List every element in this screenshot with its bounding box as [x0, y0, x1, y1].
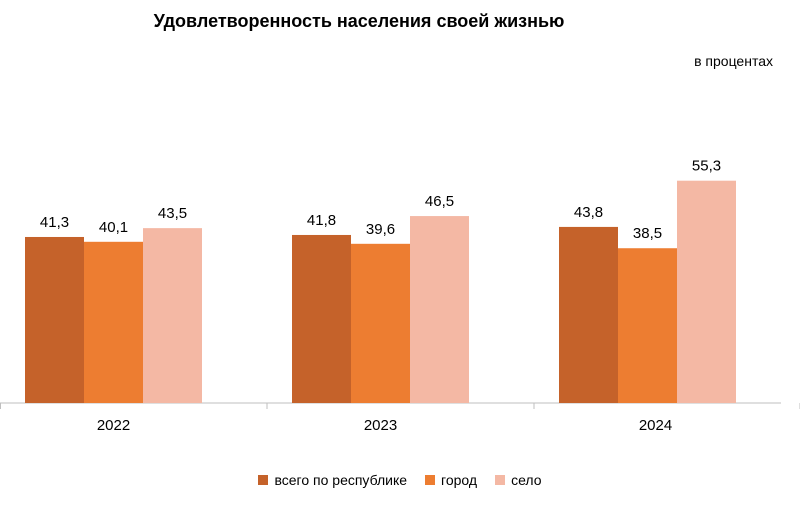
unit-label: в процентах	[694, 53, 773, 69]
x-tick-label: 2023	[364, 417, 397, 434]
bar-total-2022	[25, 236, 84, 403]
bar-city-2023	[351, 243, 410, 403]
legend-item-city: город	[425, 472, 477, 488]
data-label: 46,5	[425, 193, 454, 210]
legend-label-total: всего по республике	[274, 472, 408, 488]
bar-city-2022	[84, 241, 143, 403]
bar-village-2024	[677, 180, 736, 403]
bar-total-2024	[559, 226, 618, 403]
legend-label-city: город	[441, 472, 478, 488]
data-label: 40,1	[99, 219, 128, 236]
data-label: 41,3	[40, 214, 69, 231]
x-tick-label: 2024	[639, 417, 672, 434]
data-label: 41,8	[307, 212, 336, 229]
x-tick-label: 2022	[97, 417, 130, 434]
data-label: 43,5	[158, 205, 187, 222]
legend: всего по республике город село	[0, 472, 800, 488]
bar-village-2023	[410, 216, 469, 403]
data-label: 43,8	[574, 204, 603, 221]
data-label: 39,6	[366, 221, 395, 238]
bar-city-2024	[618, 248, 677, 403]
bar-village-2022	[143, 228, 202, 403]
legend-swatch-city	[425, 475, 436, 485]
legend-swatch-total	[258, 475, 269, 485]
legend-label-village: село	[511, 472, 542, 488]
data-label: 55,3	[692, 158, 721, 175]
legend-item-total: всего по республике	[258, 472, 407, 488]
chart-title: Удовлетворенность населения своей жизнью	[153, 11, 565, 31]
data-label: 38,5	[633, 225, 662, 242]
legend-swatch-village	[495, 475, 506, 485]
legend-item-village: село	[495, 472, 542, 488]
bar-total-2023	[292, 234, 351, 403]
